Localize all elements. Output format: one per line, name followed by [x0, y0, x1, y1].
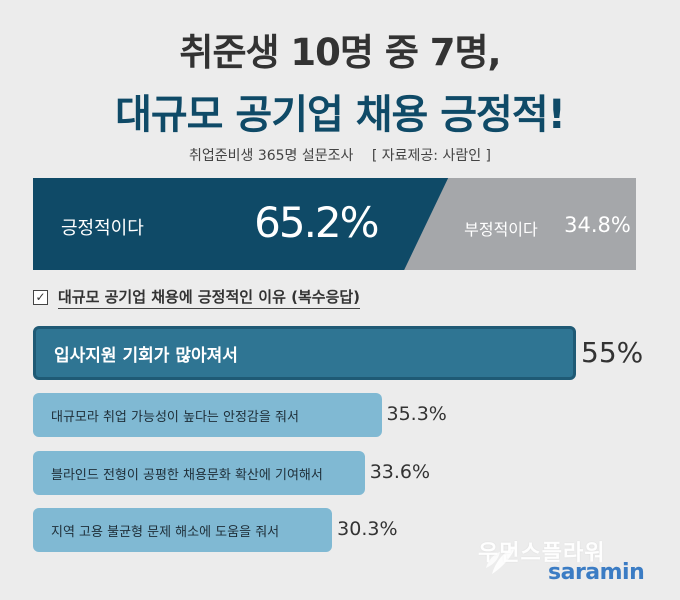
negative-label: 부정적이다: [464, 220, 538, 239]
bar-1: 입사지원 기회가 많아져서: [33, 326, 576, 380]
title-line-2: 대규모 공기업 채용 긍정적!: [115, 92, 566, 138]
positive-value: 65.2%: [254, 198, 379, 247]
bar-label: 입사지원 기회가 많아져서: [54, 345, 238, 366]
checkbox-icon: ✓: [33, 289, 48, 305]
bar-4: 지역 고용 불균형 문제 해소에 도움을 줘서: [33, 508, 333, 552]
negative-value: 34.8%: [564, 213, 631, 237]
section-title-text: 대규모 공기업 채용에 긍정적인 이유 (복수응답): [58, 286, 361, 309]
bar-value-label: 35.3%: [386, 403, 447, 425]
bar-value-label: 33.6%: [369, 461, 431, 483]
bar-label: 지역 고용 불균형 문제 해소에 도움을 줘서: [51, 524, 280, 540]
positive-label: 긍정적이다: [61, 218, 144, 239]
source-info: [ 자료제공: 사람인 ]: [371, 148, 492, 164]
bar-2: 대규모라 취업 가능성이 높다는 안정감을 줘서: [33, 393, 382, 437]
bar-label: 블라인드 전형이 공평한 채용문화 확산에 기여해서: [51, 467, 323, 483]
flower-icon: [486, 546, 516, 574]
survey-info: 취업준비생 365명 설문조사: [188, 148, 354, 164]
split-bar: 긍정적이다 65.2% 부정적이다 34.8%: [33, 178, 636, 270]
bar-value-label: 55%: [581, 336, 644, 369]
title-line-1: 취준생 10명 중 7명,: [179, 31, 501, 74]
bar-label: 대규모라 취업 가능성이 높다는 안정감을 줘서: [51, 409, 299, 425]
split-bar-graphic: [33, 178, 636, 270]
bar-3: 블라인드 전형이 공평한 채용문화 확산에 기여해서: [33, 451, 365, 495]
saramin-logo: saramin: [548, 560, 645, 585]
watermark-text: 우먼스플라워: [478, 541, 606, 566]
positive-segment: [33, 178, 449, 270]
reasons-section-title: ✓ 대규모 공기업 채용에 긍정적인 이유 (복수응답): [33, 285, 361, 309]
subtitle: 취업준비생 365명 설문조사 [ 자료제공: 사람인 ]: [0, 145, 680, 165]
bar-value-label: 30.3%: [337, 518, 398, 540]
